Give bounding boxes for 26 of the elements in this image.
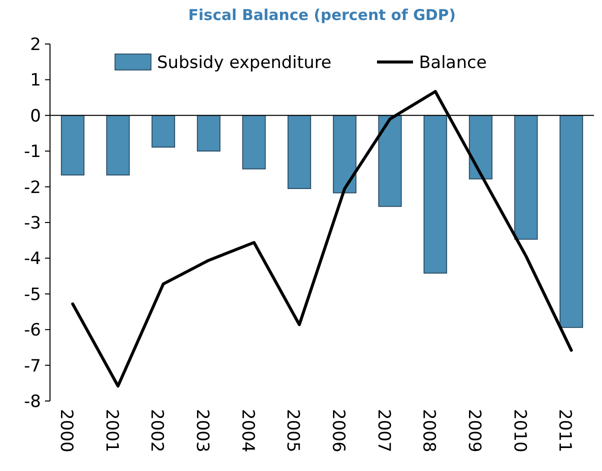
- y-tick-label: -1: [24, 142, 41, 162]
- y-tick-label: -2: [24, 178, 41, 198]
- legend-label: Subsidy expenditure: [157, 52, 332, 73]
- y-tick-label: -8: [24, 392, 41, 412]
- x-tick-label: 2002: [146, 409, 167, 452]
- y-tick-label: -6: [24, 320, 41, 341]
- y-tick-label: -3: [24, 213, 41, 234]
- x-tick-label: 2003: [192, 409, 212, 452]
- y-tick-label: 2: [30, 34, 41, 55]
- x-tick-label: 2000: [56, 409, 76, 452]
- y-tick-label: 0: [30, 106, 41, 126]
- y-tick-label: -7: [24, 356, 41, 376]
- x-tick-label: 2011: [554, 409, 575, 452]
- x-tick-label: 2007: [373, 409, 394, 452]
- x-tick-label: 2004: [237, 409, 258, 452]
- x-tick-label: 2008: [418, 409, 439, 452]
- x-tick-label: 2005: [282, 409, 303, 452]
- y-tick-label: 1: [30, 70, 41, 91]
- x-tick-label: 2009: [464, 409, 484, 452]
- chart-title: Fiscal Balance (percent of GDP): [188, 6, 456, 24]
- x-tick-label: 2001: [101, 409, 122, 452]
- x-tick-label: 2006: [328, 409, 348, 452]
- y-tick-label: -5: [24, 284, 41, 305]
- legend-label: Balance: [419, 52, 487, 73]
- y-tick-label: -4: [24, 249, 41, 270]
- x-tick-label: 2010: [509, 409, 530, 452]
